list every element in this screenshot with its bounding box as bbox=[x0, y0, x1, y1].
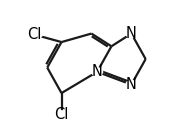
Text: Cl: Cl bbox=[27, 27, 42, 42]
Ellipse shape bbox=[54, 111, 69, 119]
Text: N: N bbox=[126, 26, 137, 41]
Text: Cl: Cl bbox=[54, 107, 69, 122]
Text: N: N bbox=[126, 77, 137, 92]
Ellipse shape bbox=[126, 30, 137, 38]
Ellipse shape bbox=[126, 81, 137, 89]
Ellipse shape bbox=[26, 31, 42, 39]
Ellipse shape bbox=[92, 68, 102, 76]
Text: N: N bbox=[92, 64, 103, 79]
